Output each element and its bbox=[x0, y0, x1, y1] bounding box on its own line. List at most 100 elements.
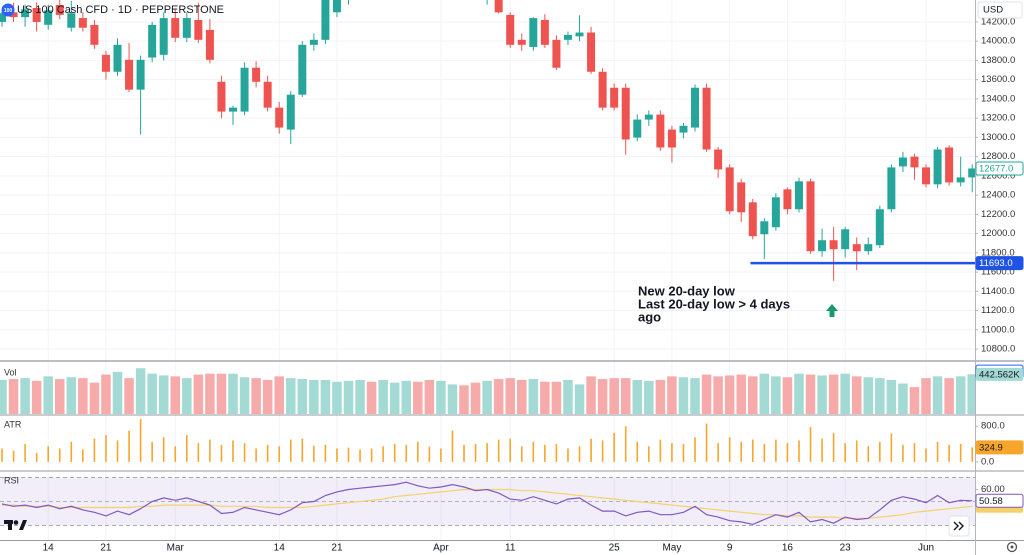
bar bbox=[736, 374, 746, 414]
bar bbox=[567, 448, 569, 462]
bar bbox=[936, 441, 939, 462]
bar bbox=[158, 375, 169, 414]
candle-body bbox=[771, 197, 780, 228]
bar bbox=[728, 437, 731, 462]
bar bbox=[805, 374, 816, 414]
candle-body bbox=[101, 54, 110, 72]
price-pane bbox=[0, 0, 975, 282]
candle-body bbox=[78, 18, 87, 28]
x-tick-label: 14 bbox=[43, 543, 55, 554]
bar bbox=[424, 379, 435, 414]
candle-body bbox=[760, 221, 769, 235]
bar bbox=[401, 380, 412, 414]
bar bbox=[855, 440, 858, 462]
candle-body bbox=[829, 240, 838, 250]
bar bbox=[58, 448, 61, 462]
y-tick-label: 13000.0 bbox=[981, 132, 1015, 143]
bar bbox=[336, 448, 338, 462]
bar bbox=[875, 378, 885, 414]
candle-body bbox=[136, 59, 145, 90]
bar bbox=[266, 444, 269, 462]
candle-body bbox=[252, 67, 261, 82]
candle-body bbox=[309, 39, 318, 45]
bar bbox=[902, 444, 904, 462]
bar bbox=[343, 380, 354, 414]
y-tick-label: 800.0 bbox=[981, 421, 1005, 432]
bar bbox=[31, 380, 42, 414]
tv-logo[interactable] bbox=[4, 520, 27, 530]
bar bbox=[613, 432, 615, 462]
y-tick-label: 13400.0 bbox=[981, 93, 1015, 104]
scroll-button[interactable] bbox=[948, 515, 970, 537]
up-arrow bbox=[826, 304, 838, 317]
y-tick-label: 13600.0 bbox=[981, 74, 1015, 85]
bar bbox=[913, 443, 916, 462]
bar bbox=[309, 379, 319, 414]
bar bbox=[505, 378, 515, 414]
candle-body bbox=[864, 244, 873, 252]
bar bbox=[378, 379, 388, 414]
y-tick-label: 11600.0 bbox=[981, 267, 1015, 278]
bar bbox=[886, 379, 897, 414]
bar bbox=[251, 378, 261, 414]
bar bbox=[112, 371, 123, 414]
bar bbox=[451, 430, 454, 462]
x-tick-label: 9 bbox=[727, 543, 733, 554]
candle-body bbox=[633, 119, 642, 138]
x-tick-label: 14 bbox=[274, 543, 286, 554]
bar bbox=[262, 379, 273, 414]
candle-body bbox=[748, 202, 757, 237]
candle-body bbox=[21, 9, 30, 18]
candle-body bbox=[44, 10, 53, 25]
bar bbox=[555, 444, 558, 462]
bar bbox=[840, 373, 850, 414]
candle-body bbox=[679, 125, 688, 133]
candle-body bbox=[598, 71, 607, 108]
bar bbox=[851, 376, 862, 414]
y-tick-label: 11200.0 bbox=[981, 305, 1015, 316]
bar bbox=[517, 379, 527, 414]
bar bbox=[694, 437, 696, 462]
bar bbox=[544, 444, 546, 462]
annotation: ago bbox=[638, 309, 661, 324]
bar bbox=[124, 378, 134, 414]
bar bbox=[667, 376, 677, 414]
bar bbox=[54, 379, 65, 414]
currency[interactable]: USD bbox=[983, 5, 1003, 16]
currency-box[interactable] bbox=[977, 1, 1023, 19]
y-tick-label: 11000.0 bbox=[981, 324, 1015, 335]
bar bbox=[578, 446, 581, 462]
bar bbox=[955, 376, 966, 414]
y-tick-label: 11400.0 bbox=[981, 286, 1015, 297]
bar bbox=[243, 443, 246, 462]
candle-body bbox=[67, 13, 76, 28]
bar bbox=[921, 378, 931, 414]
y-tick-label: 12600.0 bbox=[981, 170, 1015, 181]
y-tick-label: 11800.0 bbox=[981, 247, 1015, 258]
bar bbox=[370, 448, 373, 462]
bar bbox=[274, 376, 284, 414]
candle-body bbox=[794, 181, 803, 210]
candle-body bbox=[229, 107, 238, 112]
last-value-label: 324.9 bbox=[979, 442, 1003, 453]
annotation: Last 20-day low > 4 days bbox=[638, 296, 790, 311]
bar bbox=[690, 378, 700, 414]
symbol-icon bbox=[1, 3, 15, 17]
last-value-label: 50.58 bbox=[979, 496, 1003, 507]
candle-body bbox=[182, 18, 191, 38]
x-tick-label: 21 bbox=[331, 543, 343, 554]
bar bbox=[197, 443, 200, 462]
bar bbox=[497, 439, 500, 462]
last-price-label: 12677.0 bbox=[979, 163, 1013, 174]
symbol-title[interactable]: US 100 Cash CFD · 1D · PEPPERSTONE bbox=[17, 4, 224, 16]
settings-button[interactable] bbox=[1006, 541, 1018, 553]
bar bbox=[239, 377, 250, 414]
bar bbox=[413, 381, 423, 414]
bar bbox=[440, 448, 442, 462]
candle-body bbox=[205, 29, 214, 60]
candle-body bbox=[818, 240, 827, 252]
bar bbox=[417, 441, 419, 462]
bar bbox=[632, 379, 643, 414]
bar bbox=[428, 446, 431, 462]
candle-body bbox=[806, 181, 815, 252]
